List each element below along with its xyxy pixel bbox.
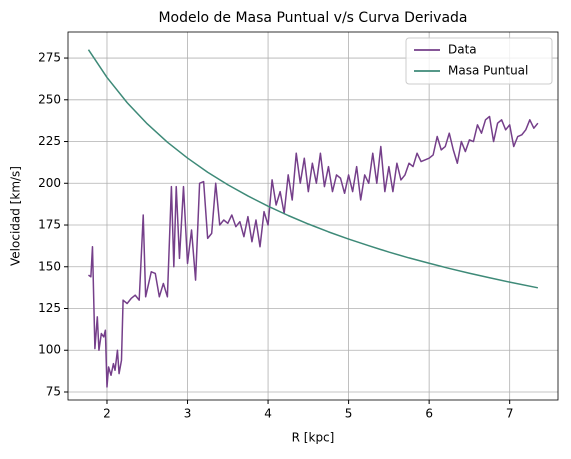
y-tick-label: 100 [38,343,61,357]
x-tick-label: 7 [506,407,514,421]
legend-label: Data [448,43,477,57]
y-axis-label: Velocidad [km/s] [9,166,23,266]
x-tick-label: 3 [184,407,192,421]
x-tick-label: 2 [103,407,111,421]
series-line [88,115,539,388]
y-tick-label: 225 [38,134,61,148]
chart-title: Modelo de Masa Puntual v/s Curva Derivad… [158,10,467,26]
y-tick-label: 175 [38,218,61,232]
y-tick-label: 250 [38,92,61,106]
plot-frame [67,31,559,401]
y-tick-label: 150 [38,259,61,273]
y-tick-label: 275 [38,51,61,65]
x-tick-label: 6 [425,407,433,421]
legend-box [405,37,553,85]
x-axis-label: R [kpc] [292,431,335,445]
x-tick-label: 5 [345,407,353,421]
series-line [87,49,539,289]
y-tick-label: 125 [38,301,61,315]
y-tick-label: 200 [38,176,61,190]
x-tick-label: 4 [264,407,272,421]
y-tick-label: 75 [46,384,61,398]
legend-label: Masa Puntual [448,64,528,78]
legend: Data Masa Puntual [405,37,553,85]
